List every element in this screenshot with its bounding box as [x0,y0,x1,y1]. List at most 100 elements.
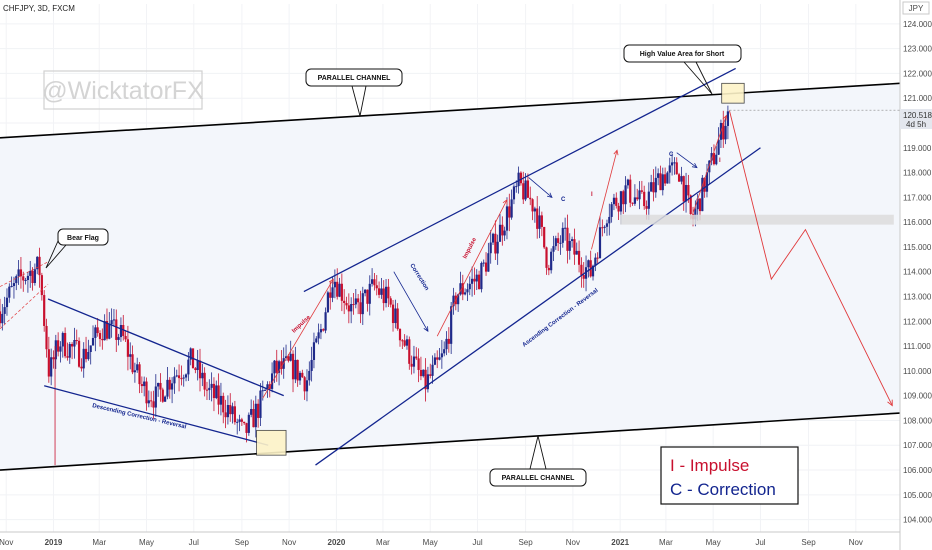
candle-body [670,162,674,166]
candle-body [636,197,639,200]
candle-body [566,227,569,251]
candle-body [645,206,648,209]
candle-body [357,298,360,303]
candle-body [59,346,62,352]
candle-body [91,337,95,346]
candle-body [724,125,727,140]
candle-body [540,215,543,227]
candle-body [154,386,157,408]
projection-arrowhead [887,399,893,407]
candle-body [5,297,9,308]
candle-body [443,349,446,354]
price-tick-label: 124.000 [903,20,932,29]
candle-body [684,184,688,202]
candle-body [438,357,441,360]
candle-body [687,184,690,196]
candle-body [647,191,650,209]
candle-body [501,224,504,236]
candle-body [405,339,409,346]
candle-body [470,278,474,284]
candle-body [522,183,525,200]
candle-body [398,328,402,341]
candle-body [266,384,269,390]
currency-box[interactable] [902,1,930,15]
price-tick-label: 118.000 [903,169,932,178]
candle-body [652,182,655,193]
candle-body [326,292,330,313]
candle-body [568,241,571,251]
correction-arrow-1 [393,271,429,332]
candle-body [89,345,92,353]
candle-body [75,339,78,341]
impulse-arrow-2 [436,199,508,337]
price-tick-label: 111.000 [903,342,931,351]
candle-body [533,208,536,212]
candle-body [389,298,392,305]
candle-body [498,224,502,242]
candle-body [336,281,339,297]
callout-bear-flag: Bear Flag [57,228,109,246]
svg-text:High Value Area for Short: High Value Area for Short [640,51,725,58]
candle-body [203,372,206,390]
candle-body [433,357,436,365]
candle-body [80,366,83,369]
candle-body [370,279,374,284]
candle-body [94,327,97,338]
candle-body [312,342,316,360]
candle-body [608,216,611,224]
price-tick-label: 107.000 [903,441,932,450]
callout-parallel-top: PARALLEL CHANNEL [305,68,403,87]
candle-body [473,278,476,282]
candle-body [466,289,469,293]
candle-body [243,421,246,424]
candle-body [33,269,36,284]
price-axis[interactable]: 104.000 105.000 106.000 107.000 108.000 109.0… [899,0,932,550]
parallel-channel-upper [0,82,901,139]
candle-body [477,274,481,290]
candle-body [66,356,69,358]
candle-body [224,412,227,418]
candle-body [698,198,702,212]
candle-body [201,372,204,379]
candle-body [254,403,257,428]
candle-body [96,327,99,334]
candle-body [666,172,669,184]
candle-body [619,191,623,212]
candle-body [622,191,625,205]
callout-parallel-top-tail [351,85,367,117]
candle-body [415,356,418,359]
time-tick-label: 2019 [45,538,63,547]
watermark-text: @WicktatorFX [42,77,204,105]
candle-body [296,359,299,381]
candle-body [108,324,111,339]
overlays [0,61,901,471]
time-tick-label: Nov [282,538,296,547]
candle-body [403,340,406,346]
candle-body [554,238,557,247]
high-value-zone-box [721,82,745,104]
candle-body [598,227,602,259]
candle-body [617,205,620,212]
candle-body [352,304,355,306]
candle-body [54,340,57,360]
candle-body [259,390,262,418]
time-tick-label: May [706,538,721,547]
candle-body [138,364,141,385]
time-tick-label: Sep [235,538,250,547]
candle-body [575,250,578,255]
candle-body [675,162,678,175]
candle-body [489,242,492,254]
candle-body [364,289,367,294]
candle-body [629,179,632,203]
candle-body [457,294,460,305]
candle-body [226,405,230,418]
candle-body [426,374,430,390]
time-axis[interactable]: Nov 2019 Mar May Jul Sep Nov 2020 Mar May Jul Sep No… [0,531,900,547]
candle-body [380,288,383,295]
parallel-channel-lower [0,412,901,471]
candle-body [643,191,646,207]
time-tick-label: Nov [849,538,863,547]
candle-body [424,369,427,390]
candle-body [166,379,169,397]
candle-body [124,335,127,340]
